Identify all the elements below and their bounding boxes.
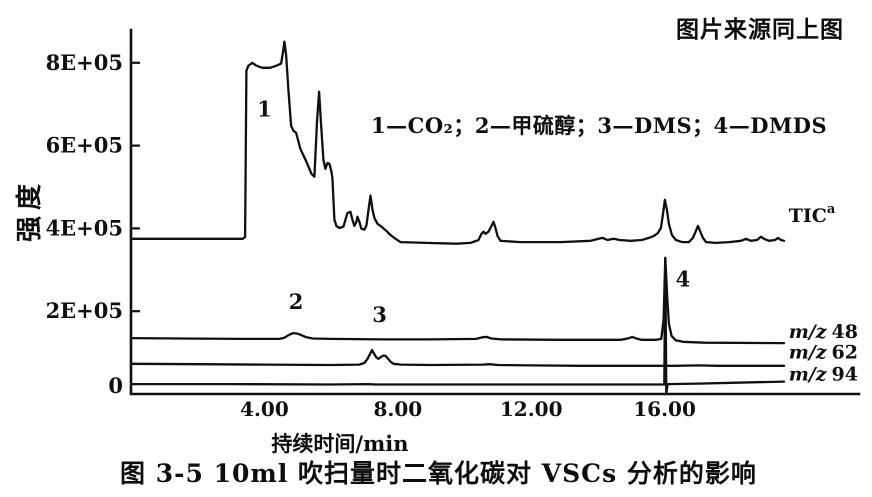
peak-label-2: 2: [289, 289, 304, 314]
x-tick-label: 8.00: [373, 397, 422, 421]
y-tick-label: 0: [108, 373, 123, 398]
figure-caption: 图 3-5 10ml 吹扫量时二氧化碳对 VSCs 分析的影响: [120, 459, 757, 488]
x-tick-label: 12.00: [500, 397, 563, 421]
y-tick-label: 8E+05: [46, 50, 123, 75]
source-note: 图片来源同上图: [676, 17, 844, 43]
peak-legend: 1—CO₂；2—甲硫醇；3—DMS；4—DMDS: [371, 113, 828, 138]
x-axis-title: 持续时间/min: [271, 431, 409, 456]
trace-tic: [129, 40, 786, 245]
trace-mz-94-label: m/z 94: [789, 364, 858, 386]
peak-label-3: 3: [372, 302, 387, 327]
trace-mz-62: [129, 348, 786, 367]
x-tick-label: 16.00: [633, 397, 696, 421]
trace-tic-label: TICa: [789, 202, 836, 227]
peak-label-1: 1: [257, 97, 272, 122]
trace-mz-94: [129, 257, 786, 395]
axes: [129, 28, 861, 396]
y-tick-label: 6E+05: [46, 133, 123, 158]
y-tick-label: 4E+05: [46, 215, 123, 240]
trace-mz-48-label: m/z 48: [789, 321, 858, 343]
y-axis-title: 强度: [15, 178, 45, 243]
peak-label-4: 4: [676, 266, 691, 291]
trace-mz-48: [129, 256, 786, 345]
trace-mz-62-label: m/z 62: [789, 342, 858, 364]
x-tick-label: 4.00: [240, 397, 289, 421]
y-tick-label: 2E+05: [46, 298, 123, 323]
